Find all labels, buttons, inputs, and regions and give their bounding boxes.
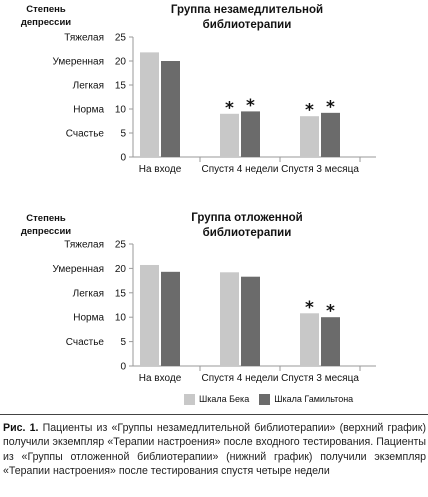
caption-divider [0, 414, 428, 415]
chart-1-bar-3-hamilton [321, 112, 340, 157]
chart-2-y-tick-label-5: 5 [120, 337, 126, 348]
chart-1-y-tick-label-20: 20 [115, 57, 127, 68]
chart-1-severity-label-1: Тяжелая [64, 33, 104, 44]
chart-2-severity-label-5: Счастье [66, 337, 105, 348]
chart-1-severity-label-3: Легкая [73, 81, 104, 92]
chart-2-y-tick-label-10: 10 [115, 313, 127, 324]
legend-swatch-hamilton [259, 393, 271, 405]
chart-1-significance-star-2-1: * [225, 98, 234, 118]
chart-1-title-line-2: библиотерапии [203, 19, 292, 31]
chart-2-bar-3-beck [300, 313, 319, 366]
chart-1-category-label-3: Спустя 3 месяца [281, 164, 359, 175]
legend-item-beck: Шкала Бека [184, 393, 250, 405]
charts-canvas: Группа незамедлительной библиотерапии Степ… [21, 4, 376, 384]
chart-1-ylabel-line-2: депрессии [21, 17, 71, 28]
chart-1-y-tick-label-0: 0 [120, 153, 126, 164]
chart-2-bar-2-beck [220, 272, 239, 366]
chart-2-severity-label-4: Норма [73, 313, 104, 324]
chart-2-severity-label-1: Тяжелая [64, 240, 104, 251]
chart-2-title-line-1: Группа отложенной [191, 212, 302, 224]
chart-1-title-line-1: Группа незамедлительной [171, 4, 323, 16]
chart-2-title-line-2: библиотерапии [203, 227, 292, 239]
chart-2-significance-star-3-1: * [305, 298, 314, 318]
chart-1-significance-star-2-2: * [246, 96, 255, 116]
chart-2-y-tick-label-15: 15 [115, 288, 127, 299]
chart-1-bar-1-beck [140, 52, 159, 157]
chart-2-category-label-1: На входе [139, 373, 182, 384]
chart-2-bar-1-beck [140, 264, 159, 366]
chart-1-y-tick-label-10: 10 [115, 105, 127, 116]
chart-1-severity-label-2: Умеренная [53, 57, 104, 68]
chart-1-y-tick-label-25: 25 [115, 33, 127, 44]
chart-2-y-tick-label-0: 0 [120, 362, 126, 373]
chart-2-bar-2-hamilton [241, 276, 260, 366]
figure-caption: Рис. 1. Пациенты из «Группы незамедлител… [3, 421, 426, 479]
chart-2-category-label-2: Спустя 4 недели [202, 373, 279, 384]
legend-swatch-beck [184, 393, 195, 405]
chart-1-bar-1-hamilton [161, 61, 180, 157]
chart-2-bar-1-hamilton [161, 271, 180, 366]
chart-1-severity-label-4: Норма [73, 105, 104, 116]
chart-1-category-label-2: Спустя 4 недели [202, 164, 279, 175]
chart-1-category-label-1: На входе [139, 164, 182, 175]
chart-1-significance-star-3-1: * [305, 101, 314, 121]
chart-1-bar-2-beck [220, 113, 239, 157]
chart-2-ylabel-line-1: Степень [26, 213, 66, 224]
chart-1-severity-label-5: Счастье [66, 129, 105, 140]
chart-2-severity-label-3: Легкая [73, 288, 104, 299]
chart-2-significance-star-3-2: * [326, 302, 335, 322]
chart-1-y-tick-label-15: 15 [115, 81, 127, 92]
chart-2-bar-3-hamilton [321, 317, 340, 366]
chart-1-bar-2-hamilton [241, 111, 260, 157]
chart-2-severity-label-2: Умеренная [53, 264, 104, 275]
chart-2-ylabel-line-2: депрессии [21, 226, 71, 237]
chart-1-ylabel-line-1: Степень [26, 4, 66, 15]
chart-2-y-tick-label-20: 20 [115, 264, 127, 275]
chart-2-y-tick-label-25: 25 [115, 240, 127, 251]
chart-1-bar-3-beck [300, 116, 319, 157]
legend-label-hamilton: Шкала Гамильтона [274, 394, 354, 404]
chart-1-y-tick-label-5: 5 [120, 129, 126, 140]
legend-item-hamilton: Шкала Гамильтона [259, 393, 354, 405]
caption-prefix: Рис. 1. [3, 422, 39, 434]
chart-legend: Шкала Бека Шкала Гамильтона [184, 392, 363, 406]
chart-1-significance-star-3-2: * [326, 97, 335, 117]
caption-text: Пациенты из «Группы незамедлительной биб… [3, 422, 426, 478]
chart-2-category-label-3: Спустя 3 месяца [281, 373, 359, 384]
legend-label-beck: Шкала Бека [199, 394, 250, 404]
